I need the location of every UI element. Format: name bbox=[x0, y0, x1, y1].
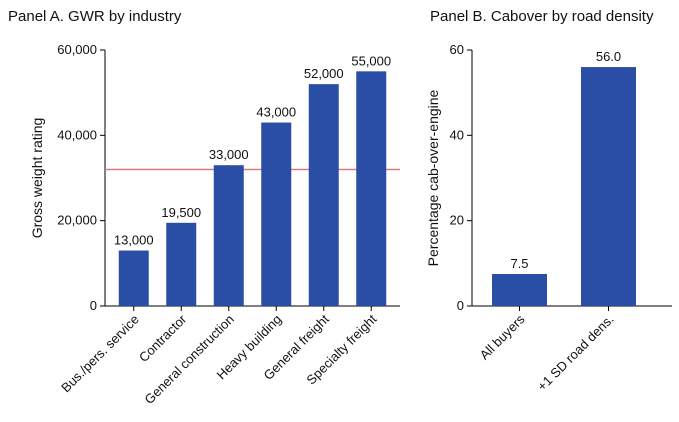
panel-b-y-tick-label: 60 bbox=[450, 42, 464, 57]
panel-a-y-tick-label: 40,000 bbox=[57, 127, 97, 142]
panel-b-title: Panel B. Cabover by road density bbox=[430, 8, 654, 25]
panel-b-y-tick-label: 20 bbox=[450, 213, 464, 228]
panel-a-bar-value-label: 13,000 bbox=[114, 233, 154, 248]
panel-a-bar bbox=[261, 122, 292, 307]
panel-a-bar-value-label: 52,000 bbox=[304, 66, 344, 81]
panel-a-bar bbox=[308, 84, 339, 306]
panel-a-bar bbox=[356, 71, 387, 306]
panel-b-y-tick-label: 40 bbox=[450, 127, 464, 142]
panel-b-bar-value-label: 7.5 bbox=[510, 256, 528, 271]
panel-b-y-tick-label: 0 bbox=[457, 298, 464, 313]
panel-b-bar bbox=[492, 274, 547, 306]
panel-a-x-tick-label: Bus./pers. service bbox=[58, 312, 142, 396]
panel-a-bar bbox=[213, 165, 244, 306]
panel-a-bar bbox=[118, 250, 149, 306]
panel-a-bar-value-label: 55,000 bbox=[351, 53, 391, 68]
panel-a-y-tick-label: 20,000 bbox=[57, 213, 97, 228]
panel-a-bar-value-label: 33,000 bbox=[209, 147, 249, 162]
panel-a-bar-value-label: 43,000 bbox=[256, 105, 296, 120]
panel-a-y-tick-label: 0 bbox=[90, 298, 97, 313]
panel-a-bar bbox=[166, 222, 197, 306]
panel-a-bar-value-label: 19,500 bbox=[161, 205, 201, 220]
panel-a-title: Panel A. GWR by industry bbox=[8, 8, 182, 25]
panel-a-y-axis-label: Gross weight rating bbox=[29, 118, 45, 239]
panel-b-x-tick-label: +1 SD road dens. bbox=[534, 312, 616, 394]
panel-b-bar bbox=[581, 67, 636, 306]
panel-a-y-tick-label: 60,000 bbox=[57, 42, 97, 57]
panel-b-x-tick-label: All buyers bbox=[477, 311, 528, 362]
panel-b-y-axis-label: Percentage cab-over-engine bbox=[425, 89, 441, 266]
panel-a-x-tick-label: General construction bbox=[141, 312, 236, 407]
panel-b-bar-value-label: 56.0 bbox=[596, 49, 621, 64]
